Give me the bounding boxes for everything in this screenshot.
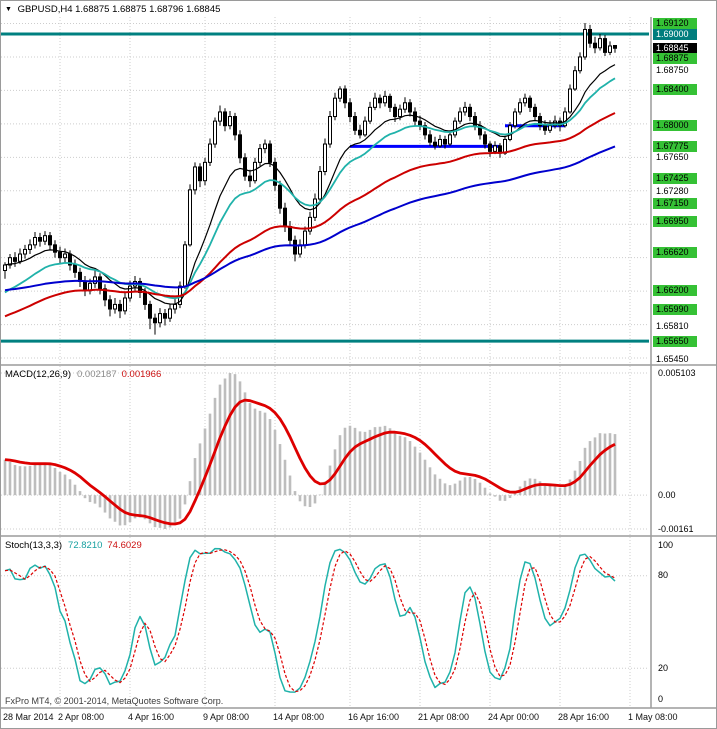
ma-red-line [4, 112, 616, 318]
gridlines [1, 17, 649, 707]
ma-teal-line [4, 77, 616, 300]
moving-averages [4, 64, 616, 318]
macd-signal-value: 0.001966 [121, 369, 162, 380]
macd-signal-line [4, 398, 616, 526]
chart-ohlc-values: 1.68875 1.68875 1.68796 1.68845 [75, 4, 221, 15]
ma-blue-line [4, 145, 616, 292]
stoch-d-value: 74.6029 [107, 540, 142, 551]
stochastic-indicator-label: Stoch(13,3,3) 72.8210 74.6029 [5, 540, 142, 551]
key-levels [1, 32, 649, 343]
chart-title: ▼ GBPUSD,H4 1.68875 1.68875 1.68796 1.68… [5, 4, 220, 15]
window-icon: ▼ [5, 6, 12, 13]
candlesticks [3, 23, 617, 335]
macd-panel [1, 372, 649, 530]
time-axis[interactable] [1, 708, 651, 728]
chart-symbol-period: GBPUSD,H4 [17, 4, 73, 15]
price-axis[interactable] [651, 17, 716, 708]
macd-name: MACD(12,26,9) [5, 369, 71, 380]
macd-main-value: 0.002187 [77, 369, 117, 380]
stoch-k-value: 72.8210 [68, 540, 103, 551]
stoch-name: Stoch(13,3,3) [5, 540, 63, 551]
copyright-text: FxPro MT4, © 2001-2014, MetaQuotes Softw… [5, 696, 224, 706]
panel-frames [1, 17, 716, 709]
macd-indicator-label: MACD(12,26,9) 0.002187 0.001966 [5, 369, 161, 380]
stoch-k-line [4, 547, 616, 693]
stoch-d-line [4, 549, 616, 693]
stochastic-panel [1, 547, 649, 693]
